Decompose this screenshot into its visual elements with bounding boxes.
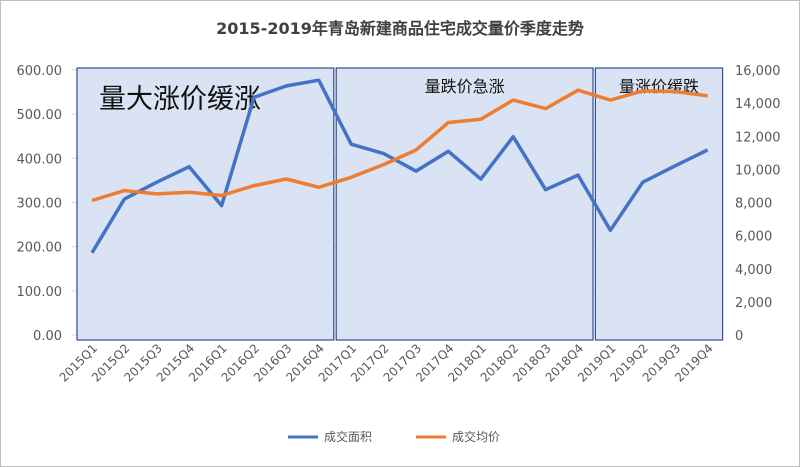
y-left-tick-label: 500.00 bbox=[17, 108, 63, 123]
annotation-box bbox=[594, 67, 724, 341]
y-right-tick-label: 8,000 bbox=[735, 197, 772, 212]
y-right-tick-label: 4,000 bbox=[735, 263, 772, 278]
annotation-label: 量大涨价缓涨 bbox=[99, 84, 261, 115]
y-left-tick-label: 100.00 bbox=[17, 285, 63, 300]
y-left-tick-label: 600.00 bbox=[17, 64, 63, 79]
legend-label: 成交均价 bbox=[452, 429, 500, 444]
y-right-tick-label: 14,000 bbox=[735, 97, 781, 112]
series-line-right bbox=[91, 88, 708, 203]
y-right-tick-label: 2,000 bbox=[735, 296, 772, 311]
y-right-tick-label: 6,000 bbox=[735, 230, 772, 245]
y-right-tick-label: 0 bbox=[735, 329, 743, 344]
y-left-tick-label: 400.00 bbox=[17, 152, 63, 167]
y-right-tick-label: 16,000 bbox=[735, 64, 781, 79]
y-left-tick-label: 0.00 bbox=[33, 329, 62, 344]
series-line-left bbox=[90, 78, 709, 254]
chart-title: 2015-2019年青岛新建商品住宅成交量价季度走势 bbox=[216, 19, 584, 38]
y-right-tick-label: 10,000 bbox=[735, 163, 781, 178]
annotation-label: 量跌价急涨 bbox=[425, 77, 505, 96]
y-right-tick-label: 12,000 bbox=[735, 130, 781, 145]
y-left-tick-label: 300.00 bbox=[17, 197, 63, 212]
annotation-box bbox=[335, 67, 594, 341]
y-left-tick-label: 200.00 bbox=[17, 241, 63, 256]
legend-label: 成交面积 bbox=[324, 429, 372, 444]
